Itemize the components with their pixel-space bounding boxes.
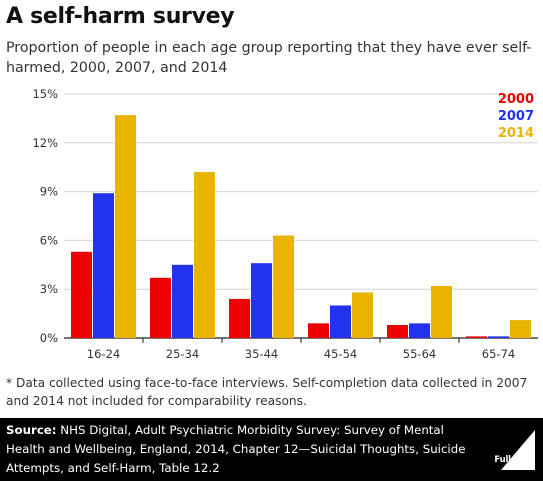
bar bbox=[308, 323, 329, 338]
chart-subtitle: Proportion of people in each age group r… bbox=[6, 40, 532, 76]
bar bbox=[71, 251, 92, 338]
full-fact-logo-icon bbox=[501, 430, 535, 470]
bar bbox=[488, 336, 509, 338]
bar bbox=[431, 285, 452, 338]
bar bbox=[93, 193, 114, 338]
legend-entry: 2014 bbox=[498, 126, 534, 141]
x-tick-label: 45-54 bbox=[324, 347, 357, 361]
logo-text: Full Fact bbox=[494, 455, 533, 465]
legend-entry: 2007 bbox=[498, 109, 534, 124]
chart-title: A self-harm survey bbox=[6, 4, 235, 29]
x-tick-label: 16-24 bbox=[87, 347, 120, 361]
source-text: Source: NHS Digital, Adult Psychiatric M… bbox=[6, 421, 486, 478]
bar bbox=[115, 115, 136, 338]
x-tick-label: 35-44 bbox=[245, 347, 278, 361]
bar bbox=[273, 235, 294, 338]
source-label: Source: bbox=[6, 423, 57, 437]
bar bbox=[194, 172, 215, 338]
bar bbox=[466, 336, 487, 338]
legend-entry: 2000 bbox=[498, 92, 534, 107]
x-tick-label: 25-34 bbox=[166, 347, 199, 361]
x-tick-label: 65-74 bbox=[482, 347, 515, 361]
y-tick-label: 15% bbox=[32, 87, 58, 101]
bar bbox=[172, 264, 193, 338]
bar bbox=[510, 320, 531, 338]
y-tick-label: 9% bbox=[40, 185, 58, 199]
bar bbox=[387, 324, 408, 338]
y-tick-label: 6% bbox=[40, 233, 58, 247]
footnote: * Data collected using face-to-face inte… bbox=[6, 376, 528, 408]
y-tick-label: 3% bbox=[40, 282, 58, 296]
bar bbox=[251, 263, 272, 338]
bar bbox=[409, 323, 430, 338]
bar bbox=[150, 277, 171, 338]
source-citation: NHS Digital, Adult Psychiatric Morbidity… bbox=[6, 423, 466, 475]
bar-chart: 0% 3% 6% 9% 12% 15% 16-24 25-34 35-44 45-54 55-64 6… bbox=[32, 87, 538, 361]
bar bbox=[330, 305, 351, 338]
bar bbox=[352, 292, 373, 338]
x-tick-label: 55-64 bbox=[403, 347, 436, 361]
source-bar: Source: NHS Digital, Adult Psychiatric M… bbox=[0, 418, 543, 481]
y-tick-label: 12% bbox=[32, 136, 58, 150]
bar bbox=[229, 298, 250, 338]
y-tick-label: 0% bbox=[40, 331, 58, 345]
